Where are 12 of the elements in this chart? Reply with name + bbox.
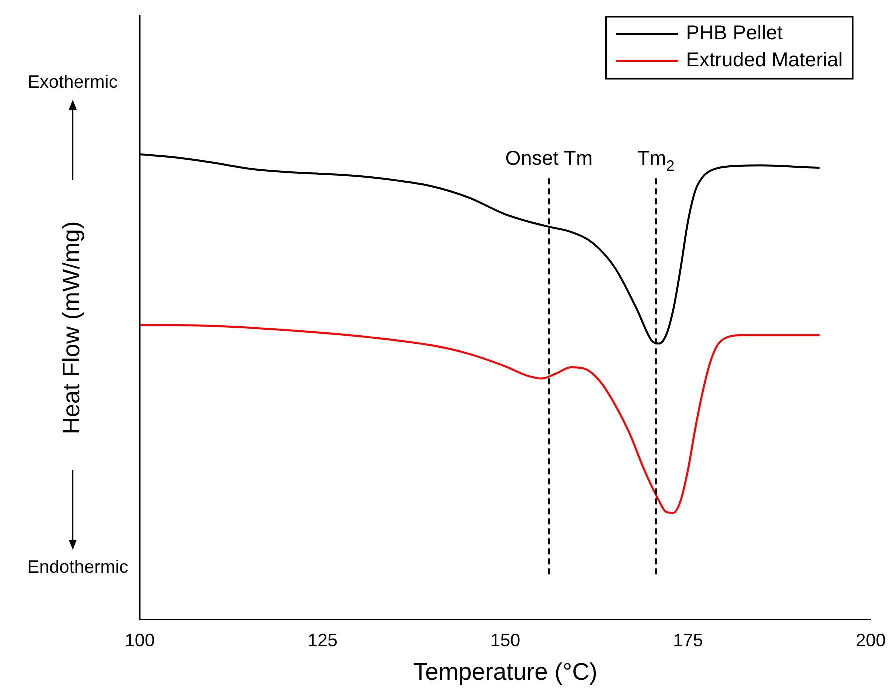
y-axis-title: Heat Flow (mW/mg): [58, 221, 86, 435]
text: Endothermic: [27, 556, 129, 577]
x-tick-label: 125: [308, 630, 338, 650]
x-tick-label: 175: [673, 630, 704, 650]
legend-label: Extruded Material: [686, 50, 844, 72]
x-tick-label: 200: [856, 630, 886, 650]
x-tick-label: 100: [124, 630, 156, 650]
legend-label: PHB Pellet: [686, 22, 784, 45]
x-tick-label: 150: [490, 630, 521, 650]
text: Exothermic: [28, 72, 118, 92]
x-axis-title: Temperature (°C): [413, 659, 598, 686]
ref-line-label: Onset Tm: [505, 148, 593, 170]
